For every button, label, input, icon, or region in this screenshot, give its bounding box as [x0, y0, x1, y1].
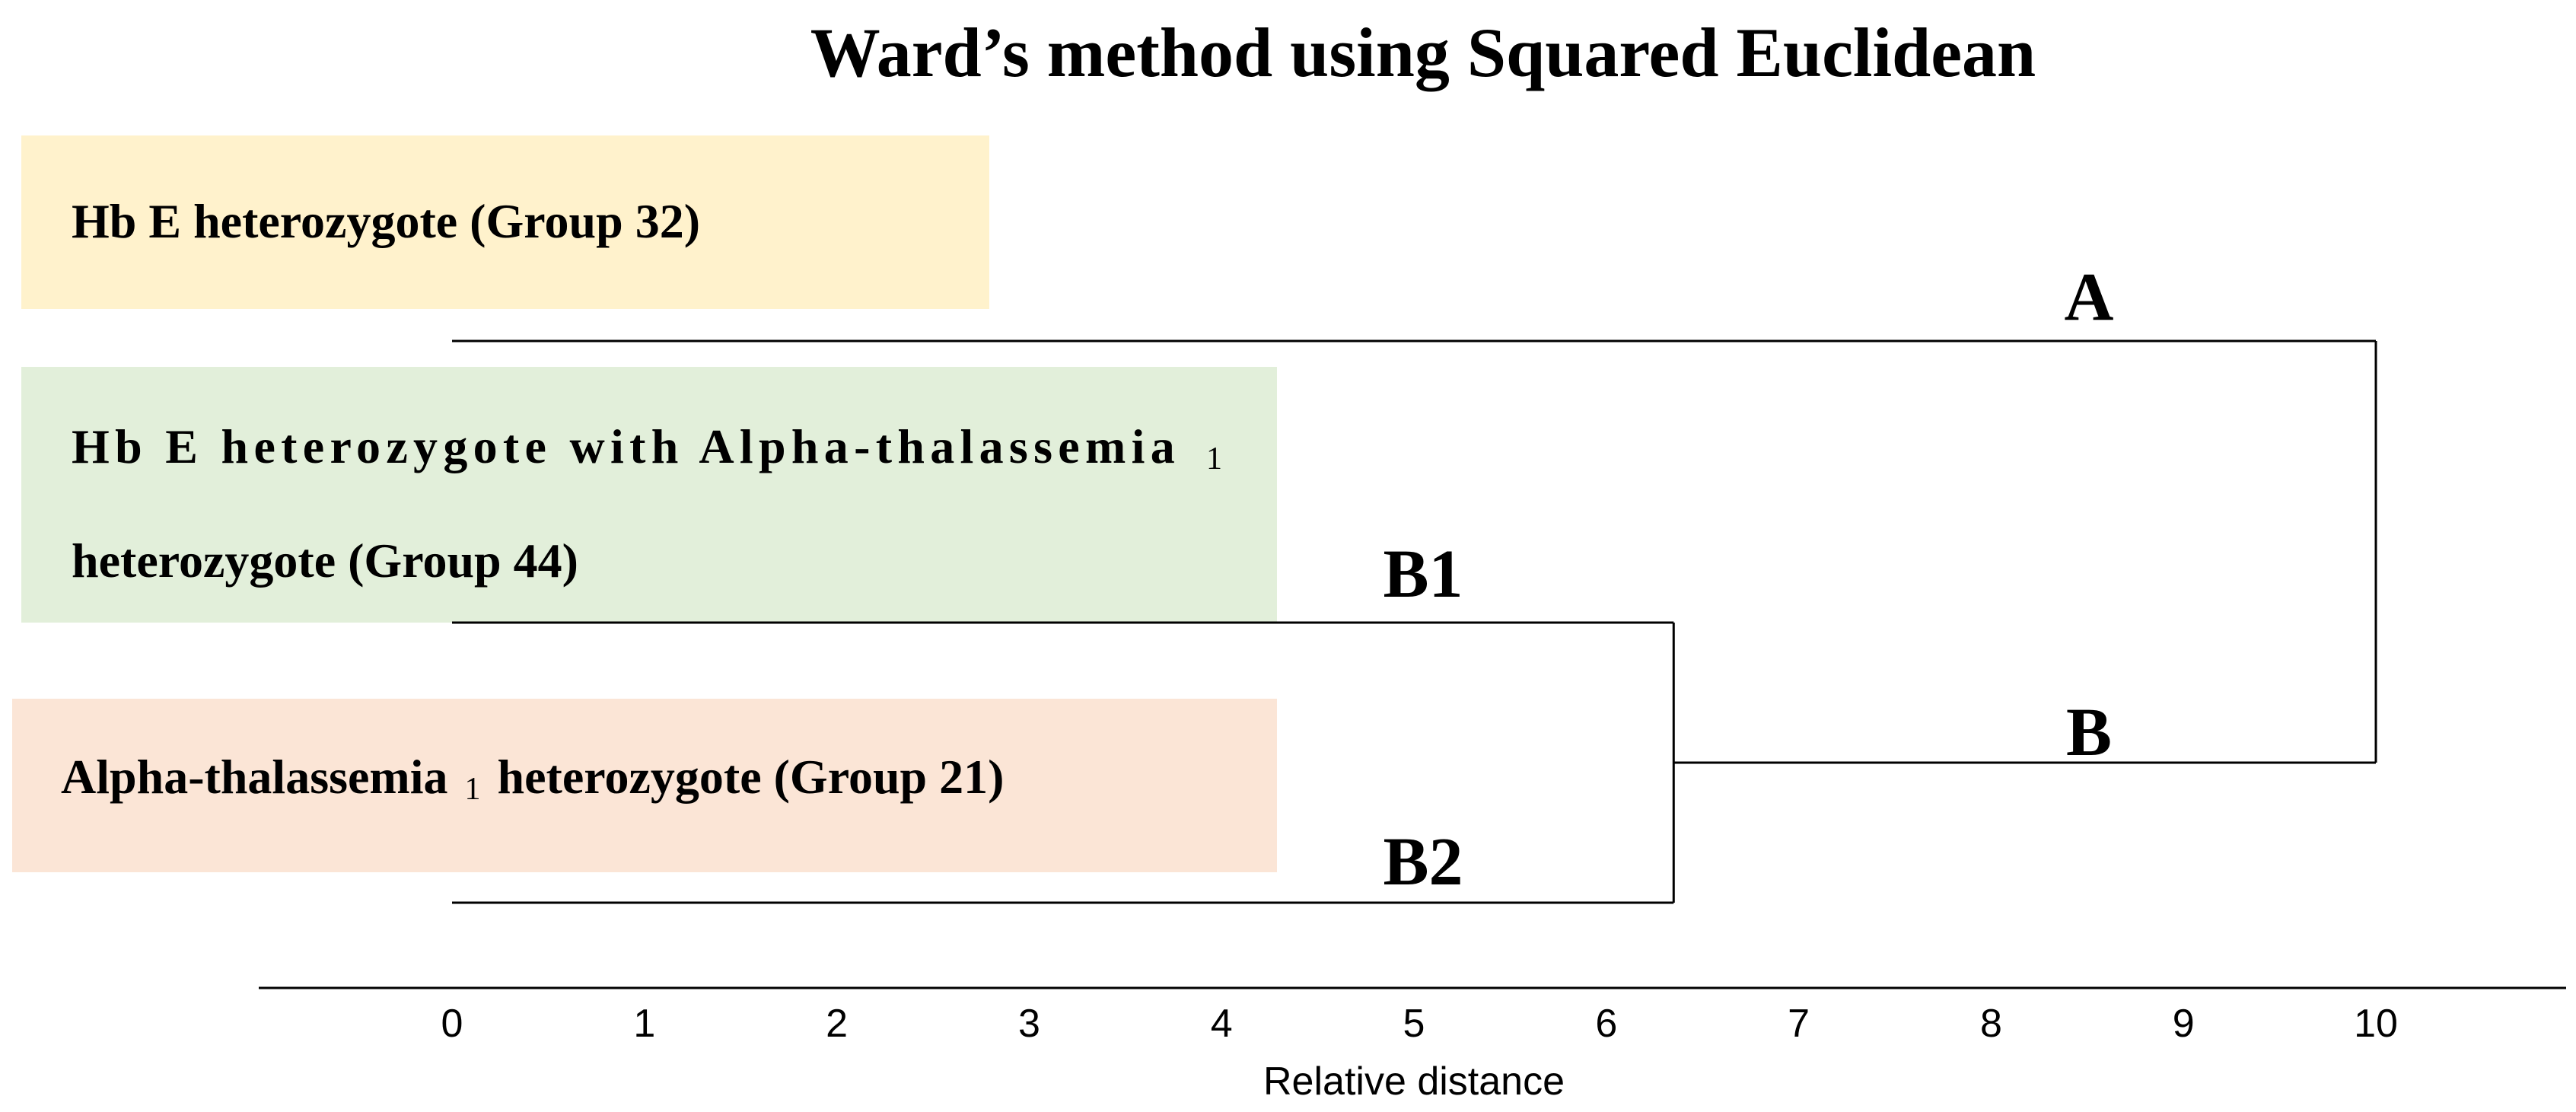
- leaf-label-group-44-line2: heterozygote (Group 44): [72, 534, 578, 588]
- x-tick-label-2: 2: [826, 1002, 848, 1046]
- x-tick-label-9: 9: [2173, 1002, 2195, 1046]
- x-tick-label-5: 5: [1403, 1002, 1425, 1046]
- x-tick-label-1: 1: [633, 1002, 655, 1046]
- leaf-label-group-32: Hb E heterozygote (Group 32): [72, 194, 700, 248]
- x-tick-label-4: 4: [1211, 1002, 1233, 1046]
- x-axis: 0 1 2 3 4 5 6 7 8 9 10: [259, 986, 2566, 1046]
- x-tick-label-3: 3: [1018, 1002, 1040, 1046]
- x-tick-label-7: 7: [1788, 1002, 1810, 1046]
- dendrogram-tree: [452, 339, 2377, 904]
- x-tick-label-10: 10: [2354, 1002, 2398, 1046]
- x-tick-label-6: 6: [1595, 1002, 1617, 1046]
- leaf-label-group-21: Alpha-thalassemia 1 heterozygote (Group 21…: [61, 750, 1004, 807]
- leaf-label-group-21-text-pre: Alpha-thalassemia: [61, 750, 448, 804]
- cluster-label-A: A: [2065, 260, 2114, 335]
- cluster-label-B: B: [2066, 695, 2112, 770]
- leaf-box-group-44: [21, 367, 1277, 623]
- x-tick-label-0: 0: [441, 1002, 463, 1046]
- leaf-label-group-44-line1-subscript: 1: [1206, 441, 1222, 476]
- chart-title: Ward’s method using Squared Euclidean: [810, 14, 2036, 91]
- x-tick-label-8: 8: [1980, 1002, 2002, 1046]
- cluster-label-B2: B2: [1383, 824, 1463, 900]
- cluster-label-B1: B1: [1383, 537, 1463, 612]
- leaf-label-group-44-line1-text: Hb E heterozygote with Alpha-thalassemia: [72, 419, 1175, 473]
- x-axis-title: Relative distance: [1263, 1059, 1565, 1104]
- leaf-box-group-21: [12, 699, 1277, 872]
- leaf-box-group-32: [21, 135, 989, 309]
- leaf-label-group-21-subscript: 1: [465, 772, 481, 807]
- leaf-label-group-44-line1: Hb E heterozygote with Alpha-thalassemia…: [72, 419, 1222, 476]
- leaf-label-group-21-text-post: heterozygote (Group 21): [498, 750, 1005, 804]
